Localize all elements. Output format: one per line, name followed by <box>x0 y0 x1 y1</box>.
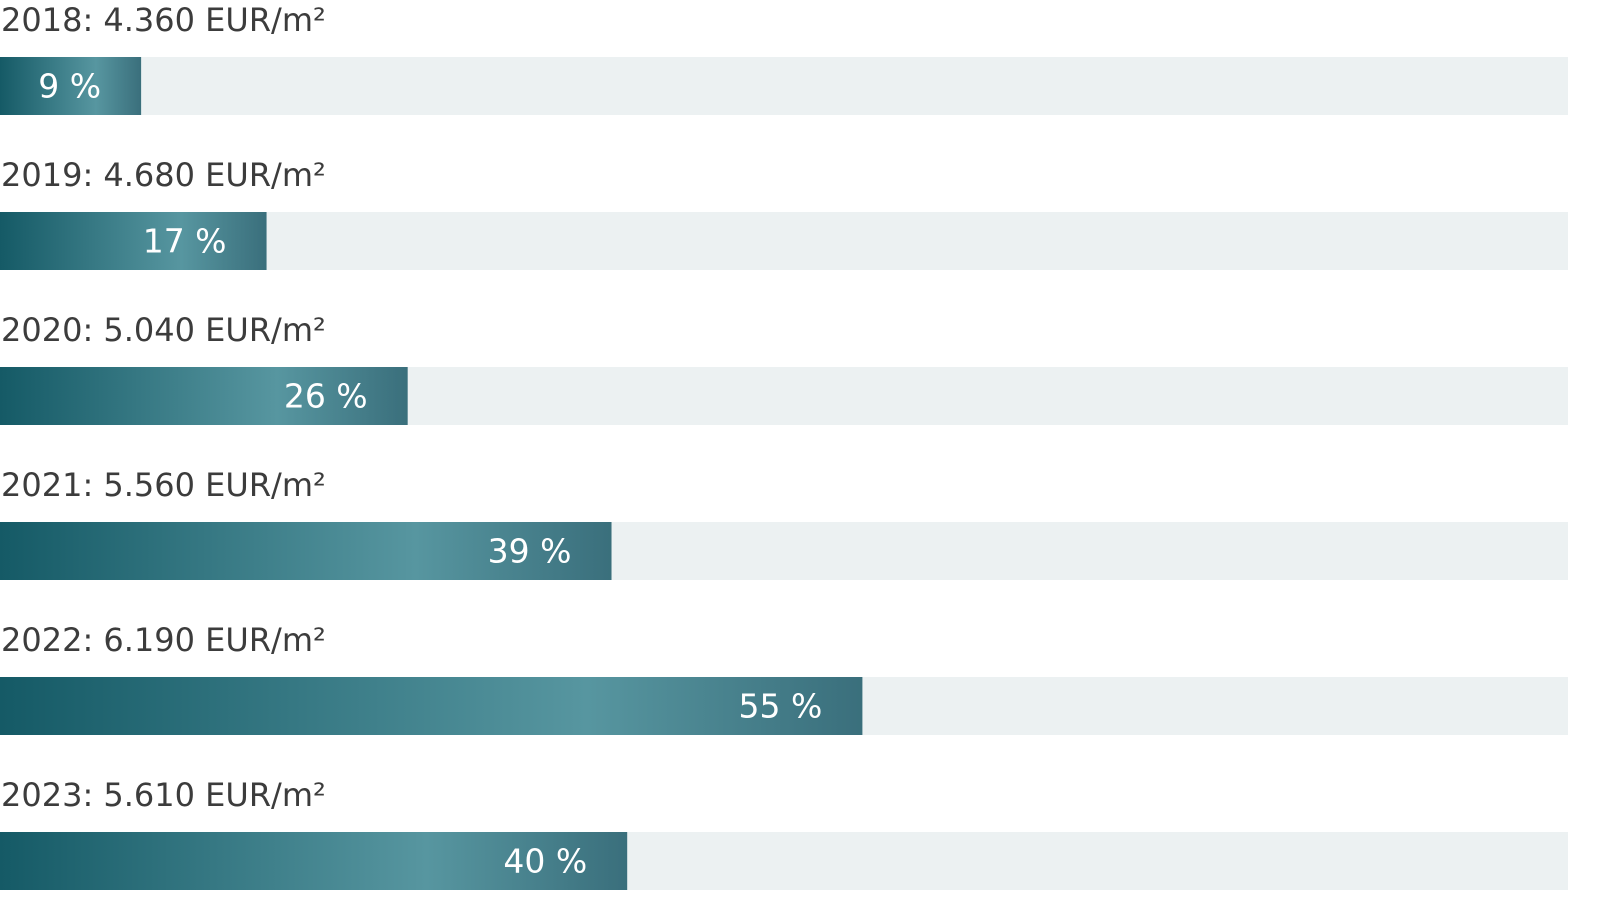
bar-value-label: 26 % <box>284 377 368 416</box>
bar <box>0 522 612 580</box>
bar-value-label: 40 % <box>503 842 587 881</box>
bar <box>0 57 142 115</box>
row-label: 2022: 6.190 EUR/m² <box>1 621 326 659</box>
bar <box>0 677 863 735</box>
bar <box>0 212 267 270</box>
row-label: 2019: 4.680 EUR/m² <box>1 156 326 194</box>
bar-value-label: 39 % <box>488 532 572 571</box>
bar-value-label: 55 % <box>739 687 823 726</box>
bar-track <box>0 57 1568 115</box>
row-label: 2018: 4.360 EUR/m² <box>1 1 326 39</box>
row-label: 2021: 5.560 EUR/m² <box>1 466 326 504</box>
row-label: 2023: 5.610 EUR/m² <box>1 776 326 814</box>
bar-value-label: 17 % <box>143 222 227 261</box>
row-label: 2020: 5.040 EUR/m² <box>1 311 326 349</box>
bar <box>0 367 408 425</box>
bar <box>0 832 628 890</box>
bar-value-label: 9 % <box>38 67 101 106</box>
